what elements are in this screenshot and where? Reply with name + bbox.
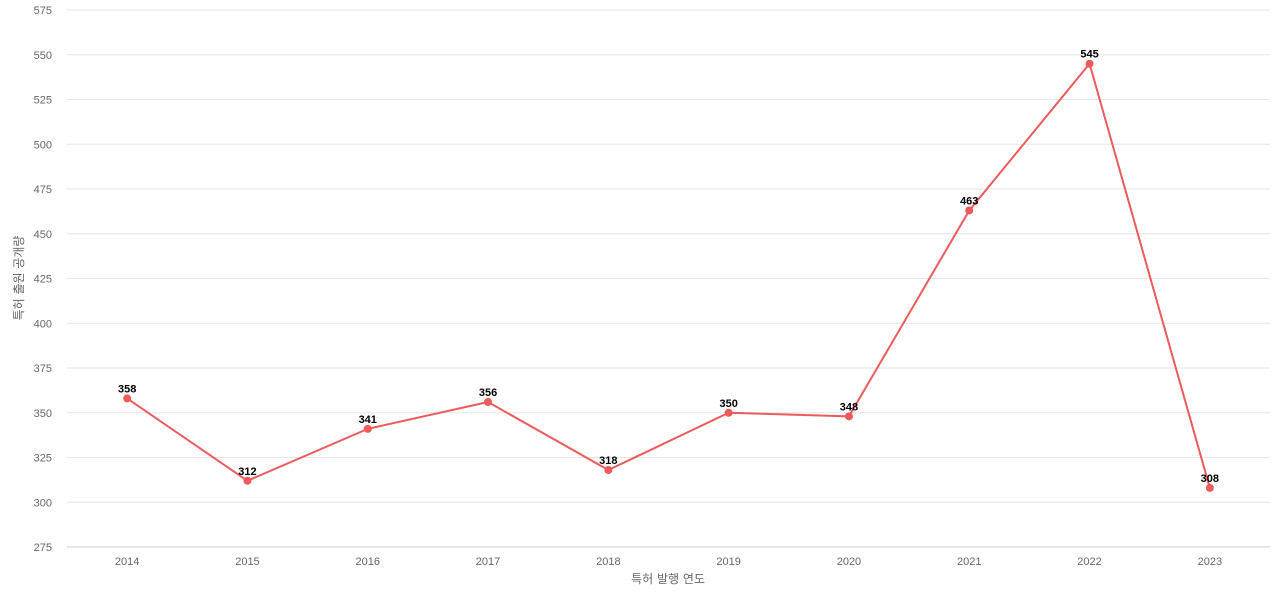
y-tick-label: 350 (34, 408, 52, 420)
x-tick-label: 2016 (356, 556, 380, 568)
y-tick-label: 400 (34, 318, 52, 330)
data-label: 348 (840, 401, 858, 413)
data-point (123, 394, 132, 403)
data-label: 318 (599, 455, 617, 467)
data-point (724, 408, 733, 417)
data-point (844, 412, 853, 421)
series-line (126, 62, 1211, 489)
y-tick-label: 325 (34, 453, 52, 465)
series-line-layer (126, 62, 1211, 489)
x-tick-label: 2019 (716, 556, 740, 568)
y-tick-label: 575 (34, 5, 52, 17)
x-tick-label: 2020 (837, 556, 861, 568)
x-tick-label: 2017 (476, 556, 500, 568)
data-label: 341 (359, 414, 377, 426)
y-tick-label: 475 (34, 184, 52, 196)
data-point (604, 466, 613, 475)
y-axis-title: 특허 출원 공개량 (12, 236, 26, 321)
data-point (1205, 483, 1214, 492)
x-tick-label: 2021 (957, 556, 981, 568)
data-point (1085, 59, 1094, 68)
x-tick-label: 2023 (1198, 556, 1222, 568)
data-label: 356 (479, 387, 497, 399)
data-label: 312 (238, 466, 256, 478)
y-tick-label: 300 (34, 497, 52, 509)
data-point (965, 206, 974, 215)
x-axis-tick-labels: 2014 2015 2016 2017 2018 2019 2020 2021 2022 2023 (115, 556, 1222, 568)
y-tick-label: 425 (34, 274, 52, 286)
x-axis-title: 특허 발행 연도 (631, 571, 705, 586)
data-labels: 358 312 341 356 318 350 348 463 545 308 (118, 49, 1219, 485)
data-points (123, 59, 1214, 492)
data-label: 308 (1201, 473, 1219, 485)
data-point (484, 398, 493, 407)
y-tick-label: 550 (34, 50, 52, 62)
data-label: 358 (118, 383, 136, 395)
y-tick-label: 275 (34, 542, 52, 554)
y-tick-label: 525 (34, 95, 52, 107)
data-label: 350 (719, 398, 737, 410)
x-tick-label: 2015 (235, 556, 259, 568)
grid-lines (67, 9, 1270, 548)
x-tick-label: 2022 (1077, 556, 1101, 568)
x-tick-label: 2018 (596, 556, 620, 568)
data-point (243, 476, 252, 485)
y-tick-label: 500 (34, 139, 52, 151)
y-tick-label: 450 (34, 229, 52, 241)
data-label: 463 (960, 195, 978, 207)
data-label: 545 (1080, 49, 1098, 61)
y-axis-tick-labels: 275 300 325 350 375 400 425 450 475 500 525 550 575 (34, 5, 52, 554)
data-point (363, 424, 372, 433)
x-tick-label: 2014 (115, 556, 139, 568)
y-tick-label: 375 (34, 363, 52, 375)
